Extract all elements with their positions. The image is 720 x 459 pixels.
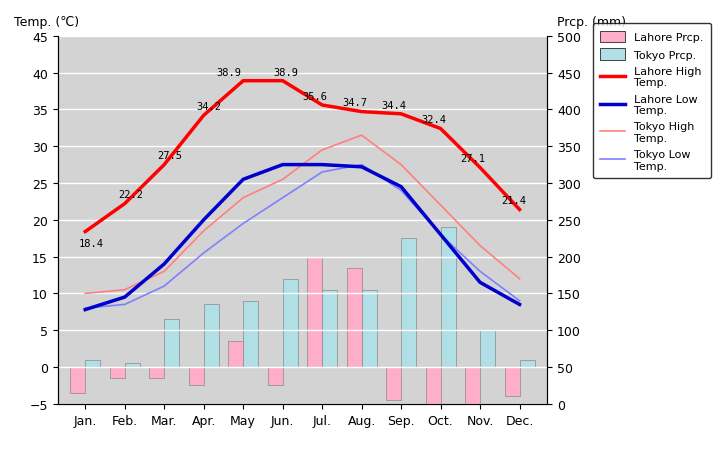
Text: 27.5: 27.5 <box>157 151 182 161</box>
Text: Temp. (℃): Temp. (℃) <box>14 17 78 29</box>
Text: Prcp. (mm): Prcp. (mm) <box>557 17 626 29</box>
Bar <box>243 301 258 367</box>
Bar <box>480 330 495 367</box>
Bar <box>520 360 534 367</box>
Bar <box>505 367 520 397</box>
Text: 38.9: 38.9 <box>273 67 298 78</box>
Bar <box>109 367 125 378</box>
Text: 21.4: 21.4 <box>502 196 526 206</box>
Bar <box>465 367 480 404</box>
Text: 32.4: 32.4 <box>421 115 446 125</box>
Text: 35.6: 35.6 <box>302 92 328 101</box>
Bar <box>401 239 416 367</box>
Text: 18.4: 18.4 <box>78 239 103 249</box>
Bar <box>307 257 322 367</box>
Text: 38.9: 38.9 <box>217 67 242 78</box>
Text: 34.2: 34.2 <box>197 102 222 112</box>
Bar <box>322 290 337 367</box>
Bar <box>283 279 297 367</box>
Bar <box>346 268 361 367</box>
Text: 22.2: 22.2 <box>118 190 143 200</box>
Bar <box>204 305 219 367</box>
Legend: Lahore Prcp., Tokyo Prcp., Lahore High
Temp., Lahore Low
Temp., Tokyo High
Temp.: Lahore Prcp., Tokyo Prcp., Lahore High T… <box>593 24 711 179</box>
Bar <box>85 360 100 367</box>
Bar <box>71 367 85 393</box>
Bar <box>228 341 243 367</box>
Bar <box>441 228 456 367</box>
Bar <box>426 367 441 404</box>
Bar <box>361 290 377 367</box>
Bar <box>149 367 164 378</box>
Text: 27.1: 27.1 <box>461 154 485 164</box>
Bar <box>125 364 140 367</box>
Bar <box>189 367 204 386</box>
Text: 34.4: 34.4 <box>382 101 407 111</box>
Bar <box>164 319 179 367</box>
Bar <box>386 367 401 400</box>
Text: 34.7: 34.7 <box>342 98 367 108</box>
Bar <box>268 367 283 386</box>
